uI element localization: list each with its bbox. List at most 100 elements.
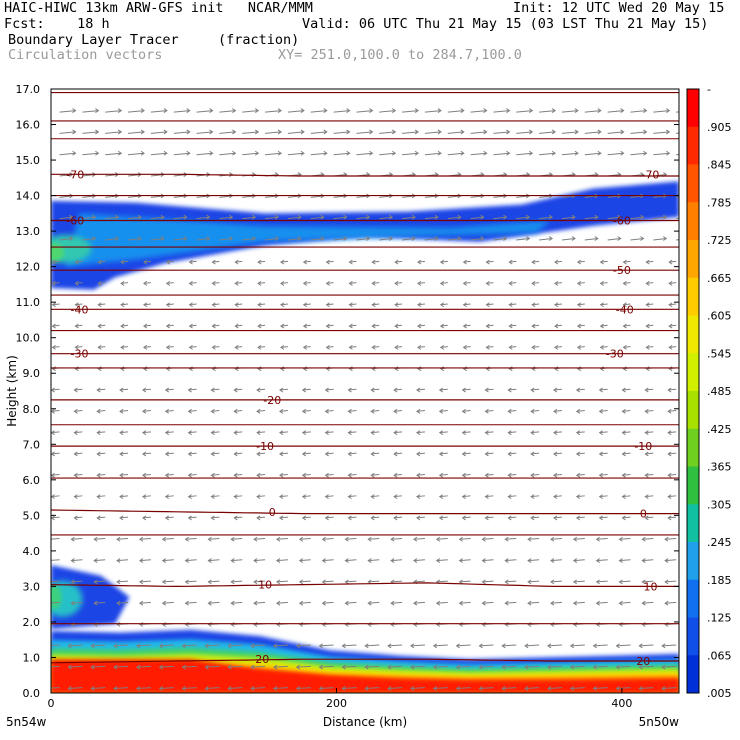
vector-arrowhead xyxy=(73,472,78,478)
vector-arrowhead xyxy=(640,236,645,241)
vector-arrow xyxy=(532,282,540,284)
vector-arrow xyxy=(599,388,608,391)
vector-arrowhead xyxy=(279,515,284,521)
vector-arrowhead xyxy=(207,600,212,606)
vector-arrow xyxy=(576,473,585,476)
vector-arrowhead xyxy=(323,108,328,114)
vector-arrow xyxy=(143,324,151,327)
vector-arrow xyxy=(117,601,129,604)
vector-arrow xyxy=(394,452,403,455)
vector-arrowhead xyxy=(597,108,602,114)
vector-arrowhead xyxy=(595,579,600,585)
vector-arrowhead xyxy=(187,408,192,414)
vector-arrow xyxy=(319,644,334,647)
vector-arrowhead xyxy=(325,344,330,350)
vector-arrowhead xyxy=(485,302,490,308)
vector-arrow xyxy=(391,580,403,583)
vector-arrow xyxy=(348,516,357,519)
vector-arrowhead xyxy=(550,600,555,606)
vector-arrowhead xyxy=(391,129,397,135)
vector-arrowhead xyxy=(480,214,485,220)
vector-arrow xyxy=(676,217,679,220)
vector-arrowhead xyxy=(531,344,536,350)
vector-arrow xyxy=(196,131,213,134)
vector-arrow xyxy=(539,238,553,241)
vector-arrowhead xyxy=(183,236,188,241)
vector-arrowhead xyxy=(204,643,209,649)
vector-arrowhead xyxy=(416,515,421,521)
vector-arrowhead xyxy=(367,600,372,606)
vector-arrowhead xyxy=(548,236,554,241)
vector-arrowhead xyxy=(508,281,513,286)
vector-arrowhead xyxy=(277,129,282,135)
vector-arrow xyxy=(662,687,677,689)
vector-arrowhead xyxy=(325,302,330,308)
vector-arrow xyxy=(121,324,129,327)
vector-arrow xyxy=(136,644,151,647)
vector-arrow xyxy=(273,687,288,689)
vector-arrowhead xyxy=(230,600,235,606)
vector-arrow xyxy=(276,580,288,583)
vector-arrow xyxy=(52,303,60,306)
vector-arrow xyxy=(211,388,220,391)
vector-arrow xyxy=(348,473,357,476)
vector-arrow xyxy=(91,687,106,689)
vector-arrow xyxy=(59,131,76,134)
vector-arrow xyxy=(462,473,471,476)
vector-arrowhead xyxy=(95,129,100,135)
vector-arrowhead xyxy=(273,686,278,691)
vector-arrowhead xyxy=(530,472,535,478)
vector-arrow xyxy=(462,516,471,519)
vector-arrow xyxy=(463,324,471,327)
vector-arrowhead xyxy=(325,259,330,265)
vector-arrow xyxy=(231,559,243,562)
vector-arrow xyxy=(676,196,679,198)
vector-arrow xyxy=(371,473,380,476)
vector-arrow xyxy=(333,216,347,220)
vector-arrowhead xyxy=(324,494,329,500)
vector-arrow xyxy=(416,388,425,391)
vector-arrowhead xyxy=(69,236,74,241)
vector-arrowhead xyxy=(461,430,466,436)
vector-arrow xyxy=(600,324,608,327)
vector-arrow xyxy=(539,110,556,113)
vector-arrowhead xyxy=(667,515,672,521)
vector-arrow xyxy=(139,559,151,562)
vector-arrow xyxy=(573,580,585,583)
vector-arrowhead xyxy=(73,515,78,521)
vector-arrow xyxy=(371,431,380,434)
vector-arrowhead xyxy=(664,600,669,606)
vector-arrow xyxy=(371,495,380,498)
vector-arrowhead xyxy=(387,664,392,670)
vector-arrowhead xyxy=(234,281,239,286)
vector-arrowhead xyxy=(594,236,599,241)
vector-arrowhead xyxy=(119,472,124,478)
vector-arrow xyxy=(257,452,266,455)
contour-label: -40 xyxy=(71,303,89,316)
vector-arrow xyxy=(74,516,83,519)
vector-arrowhead xyxy=(530,430,535,436)
y-tick-label: 16.0 xyxy=(16,119,41,132)
vector-arrow xyxy=(584,238,598,241)
vector-arrow xyxy=(600,282,608,284)
vector-arrow xyxy=(258,346,266,348)
colorbar-swatch xyxy=(687,89,699,128)
vector-arrowhead xyxy=(51,494,55,500)
vector-arrowhead xyxy=(668,323,673,329)
vector-arrowhead xyxy=(594,214,599,220)
vector-arrowhead xyxy=(96,430,101,436)
vector-arrowhead xyxy=(460,129,465,135)
vector-arrowhead xyxy=(96,515,101,521)
vector-arrow xyxy=(302,388,311,391)
vector-arrow xyxy=(553,410,563,412)
vector-arrow xyxy=(189,346,197,348)
vector-arrowhead xyxy=(367,536,372,542)
vector-arrow xyxy=(142,473,151,476)
vector-arrowhead xyxy=(137,214,142,220)
header-title: HAIC-HIWC 13km ARW-GFS init NCAR/MMM xyxy=(4,0,313,16)
vector-arrowhead xyxy=(277,108,282,114)
vector-arrowhead xyxy=(280,323,285,329)
vector-arrowhead xyxy=(323,150,328,156)
vector-arrowhead xyxy=(234,323,239,329)
vector-arrowhead xyxy=(370,515,375,521)
